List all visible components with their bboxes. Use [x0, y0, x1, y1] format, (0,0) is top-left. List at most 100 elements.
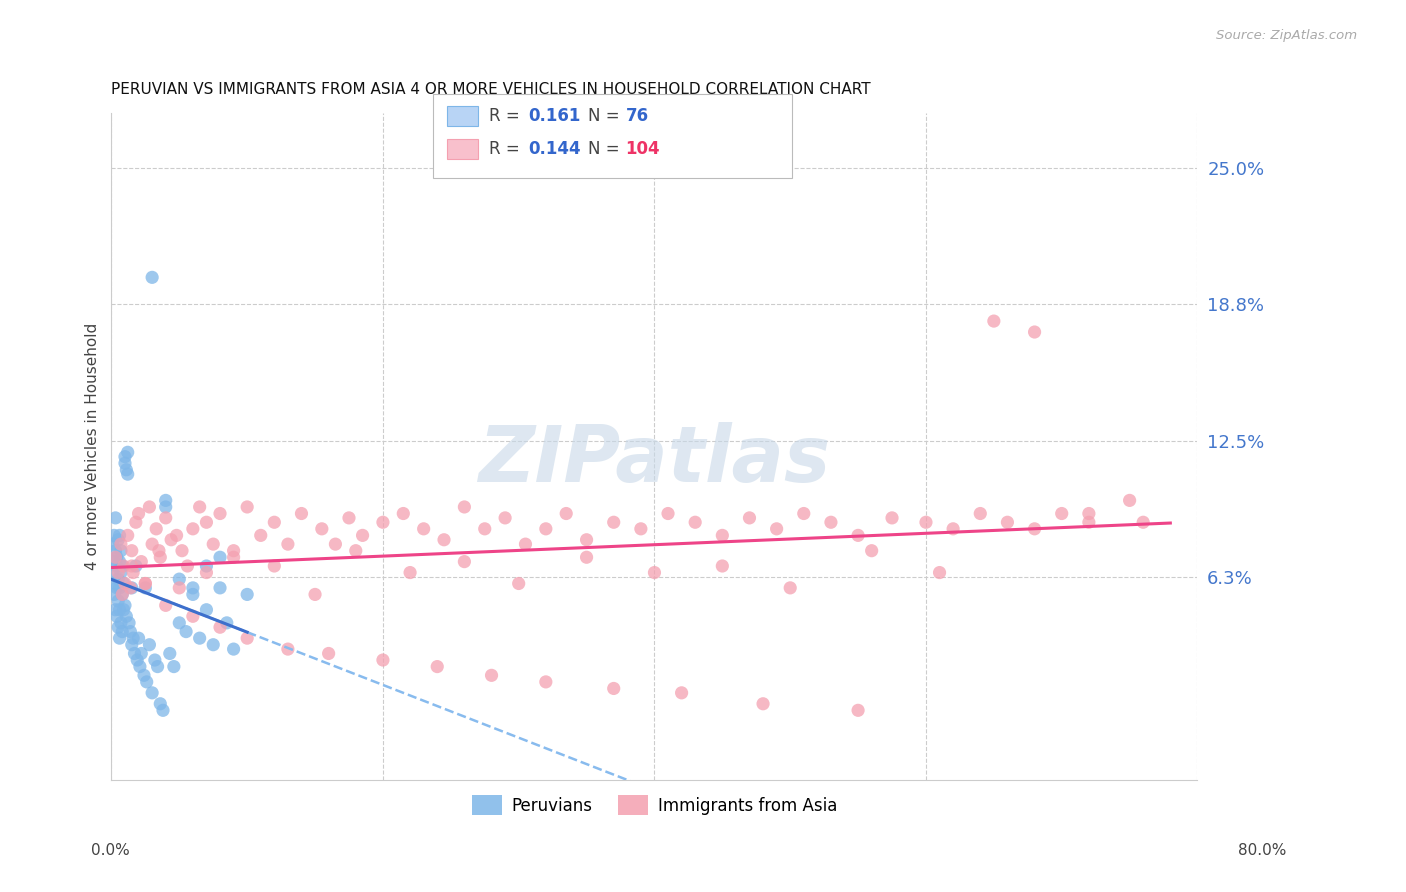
Point: [124, 647, 146, 661]
Point: [108, 603, 131, 617]
Point: [128, 507, 150, 521]
Point: [453, 500, 475, 514]
Point: [174, 624, 197, 639]
Point: [534, 522, 557, 536]
Point: [111, 587, 134, 601]
Point: [1132, 515, 1154, 529]
Point: [107, 594, 129, 608]
Point: [103, 528, 125, 542]
Point: [997, 515, 1019, 529]
Point: [983, 314, 1005, 328]
Point: [166, 528, 188, 542]
Point: [880, 511, 903, 525]
Point: [263, 515, 285, 529]
Point: [181, 609, 204, 624]
Point: [765, 522, 787, 536]
Point: [820, 515, 842, 529]
Point: [103, 555, 125, 569]
Point: [1077, 507, 1099, 521]
Point: [141, 537, 163, 551]
Point: [176, 559, 198, 574]
Text: 80.0%: 80.0%: [1239, 843, 1286, 858]
Point: [108, 631, 131, 645]
Point: [188, 631, 211, 645]
Text: 104: 104: [626, 140, 661, 158]
Point: [603, 515, 626, 529]
Text: N =: N =: [588, 107, 624, 125]
Point: [107, 566, 129, 580]
Point: [277, 642, 299, 657]
Point: [311, 522, 333, 536]
Point: [104, 511, 127, 525]
Point: [122, 566, 145, 580]
Point: [208, 581, 231, 595]
Point: [181, 587, 204, 601]
Point: [115, 463, 138, 477]
Point: [105, 559, 128, 574]
Point: [779, 581, 801, 595]
Point: [114, 456, 136, 470]
Point: [103, 587, 125, 601]
Y-axis label: 4 or more Vehicles in Household: 4 or more Vehicles in Household: [86, 323, 100, 571]
Point: [121, 638, 143, 652]
Point: [325, 537, 347, 551]
Point: [222, 543, 245, 558]
Point: [146, 659, 169, 673]
Point: [138, 638, 160, 652]
Point: [104, 543, 127, 558]
Point: [160, 533, 183, 547]
Point: [163, 659, 186, 673]
Point: [195, 603, 218, 617]
Point: [344, 543, 367, 558]
Point: [711, 528, 734, 542]
Point: [1024, 522, 1046, 536]
Point: [603, 681, 626, 696]
Point: [1118, 493, 1140, 508]
Point: [453, 555, 475, 569]
Point: [145, 522, 167, 536]
Point: [155, 599, 177, 613]
Point: [290, 507, 312, 521]
Point: [195, 515, 218, 529]
Point: [108, 528, 131, 542]
Point: [127, 653, 149, 667]
Text: ZIPatlas: ZIPatlas: [478, 422, 831, 498]
Legend: Peruvians, Immigrants from Asia: Peruvians, Immigrants from Asia: [465, 789, 844, 822]
Point: [112, 603, 135, 617]
Point: [371, 653, 394, 667]
Point: [129, 555, 152, 569]
Text: R =: R =: [489, 140, 526, 158]
Point: [149, 550, 172, 565]
Point: [181, 522, 204, 536]
Point: [110, 615, 132, 630]
Point: [208, 620, 231, 634]
Point: [236, 587, 259, 601]
Point: [236, 631, 259, 645]
Point: [120, 624, 142, 639]
Point: [1050, 507, 1073, 521]
Text: N =: N =: [588, 140, 624, 158]
Point: [108, 555, 131, 569]
Point: [236, 500, 259, 514]
Point: [110, 543, 132, 558]
Point: [121, 581, 143, 595]
Point: [105, 609, 128, 624]
Point: [122, 631, 145, 645]
Point: [115, 609, 138, 624]
Text: PERUVIAN VS IMMIGRANTS FROM ASIA 4 OR MORE VEHICLES IN HOUSEHOLD CORRELATION CHA: PERUVIAN VS IMMIGRANTS FROM ASIA 4 OR MO…: [111, 82, 872, 97]
Point: [752, 697, 775, 711]
Point: [738, 511, 761, 525]
Point: [942, 522, 965, 536]
Point: [202, 537, 225, 551]
Point: [121, 559, 143, 574]
Point: [110, 566, 132, 580]
Point: [249, 528, 271, 542]
Text: 0.161: 0.161: [529, 107, 581, 125]
Point: [215, 615, 238, 630]
Point: [117, 445, 139, 459]
Point: [149, 697, 172, 711]
Point: [101, 566, 124, 580]
Point: [138, 500, 160, 514]
Point: [222, 642, 245, 657]
Point: [508, 576, 530, 591]
